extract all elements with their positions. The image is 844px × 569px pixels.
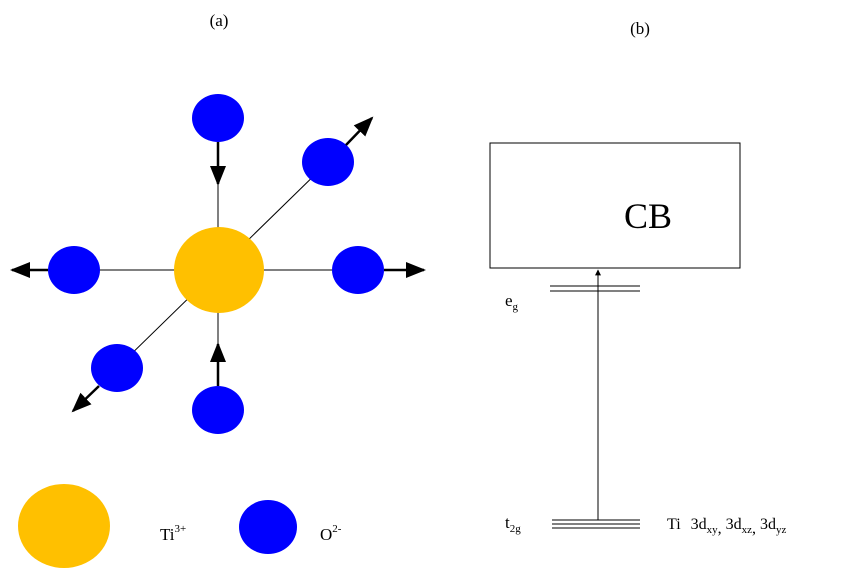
band-label: CB — [624, 196, 672, 236]
orbital-separator: , — [752, 520, 760, 537]
panel-label: (a) — [210, 11, 229, 30]
legend-sup: 2- — [332, 523, 342, 535]
diagram: (a) (b) Ti3+ O2- CB eg t2g Ti — [0, 0, 844, 569]
legend-label: Ti3+ — [160, 523, 186, 544]
conduction-band — [490, 143, 740, 268]
t2g-level — [552, 520, 640, 528]
legend-sup: 3+ — [175, 523, 187, 535]
orbital-base: 3d — [726, 516, 742, 533]
orbital-sub: xz — [742, 524, 753, 536]
level-label: e — [505, 291, 513, 310]
level-label: eg — [505, 291, 519, 313]
orbital-atom: Ti — [667, 516, 681, 533]
eg-level — [550, 286, 640, 291]
orbital-base: 3d — [760, 516, 776, 533]
legend-label: O — [320, 525, 332, 544]
panel-label: (b) — [630, 19, 650, 38]
level-sub: 2g — [510, 523, 522, 535]
legend-label: O2- — [320, 523, 342, 544]
level-label: t2g — [505, 513, 521, 535]
ti-ion — [174, 227, 264, 313]
level-sub: g — [513, 301, 519, 313]
legend-o — [239, 500, 297, 554]
legend-label: Ti — [160, 525, 175, 544]
orbital-sub: yz — [776, 524, 787, 536]
orbital-separator: , — [718, 520, 726, 537]
orbital-sub: xy — [707, 524, 719, 536]
legend-ti — [18, 484, 110, 568]
orbital-base: 3d — [691, 516, 707, 533]
